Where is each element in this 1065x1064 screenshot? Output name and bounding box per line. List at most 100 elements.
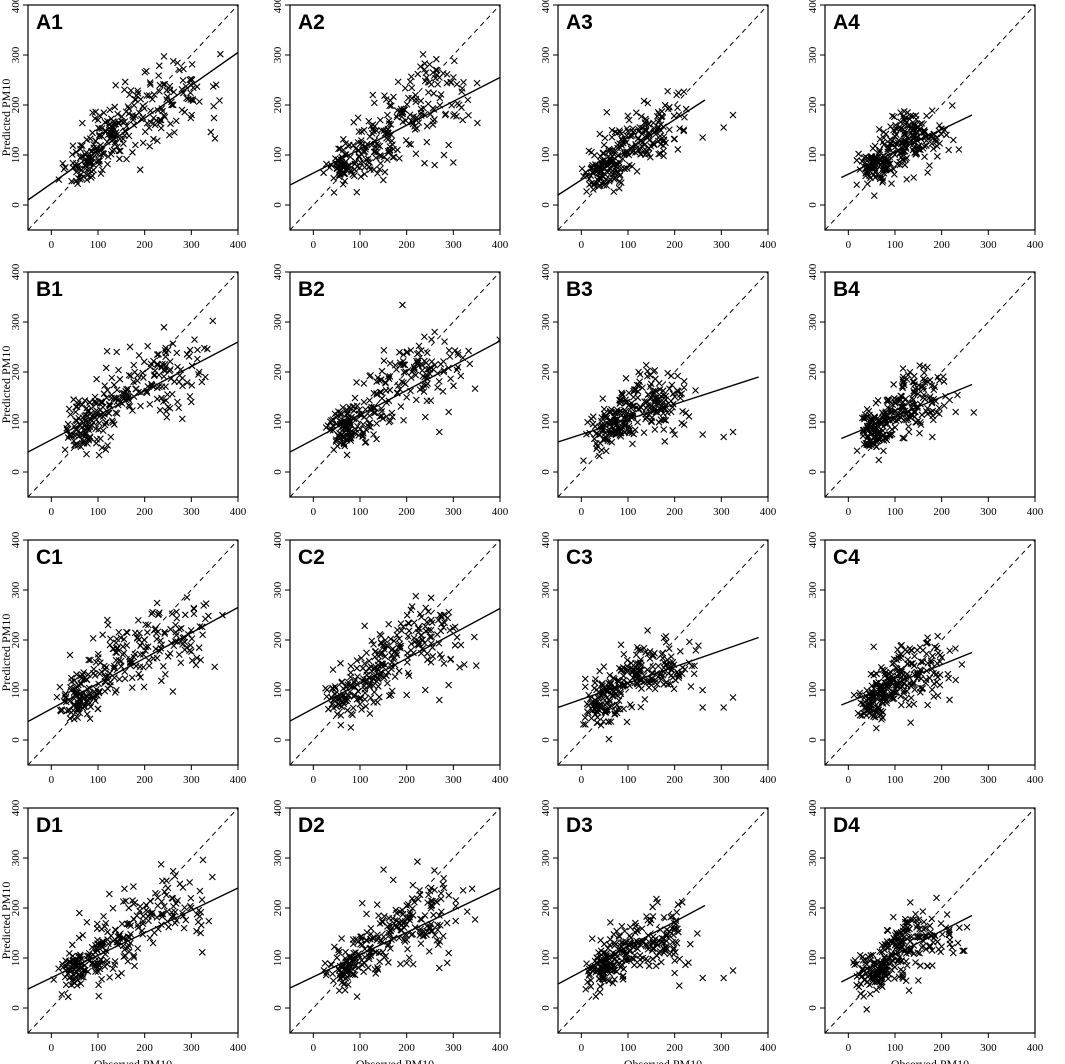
scatter-point [117, 662, 125, 670]
scatter-point [446, 353, 454, 360]
scatter-point [336, 145, 344, 153]
scatter-point [149, 939, 157, 947]
scatter-point [699, 134, 707, 141]
x-tick-label: 300 [713, 774, 730, 786]
scatter-point [103, 616, 111, 624]
scatter-point [148, 381, 156, 389]
scatter-point [927, 657, 935, 665]
scatter-point [150, 91, 158, 98]
scatter-point [144, 342, 152, 350]
scatter-point [614, 406, 621, 414]
scatter-point [344, 706, 351, 714]
scatter-point [909, 146, 917, 154]
scatter-point [178, 106, 186, 114]
scatter-point [648, 678, 655, 686]
plot-frame [824, 4, 1036, 231]
scatter-point [916, 949, 924, 957]
scatter-point [115, 656, 123, 664]
scatter-point [606, 678, 614, 685]
scatter-point [451, 641, 459, 649]
scatter-point [884, 145, 892, 153]
scatter-point [922, 676, 930, 684]
scatter-point [337, 711, 345, 719]
scatter-point [139, 139, 147, 147]
scatter-point [597, 171, 605, 179]
scatter-point [436, 922, 444, 929]
scatter-point [73, 706, 81, 714]
scatter-point [936, 377, 943, 384]
scatter-point [391, 361, 399, 369]
scatter-point [440, 151, 448, 159]
scatter-point [110, 146, 118, 154]
scatter-point [407, 141, 415, 148]
scatter-point [77, 680, 85, 688]
scatter-point [171, 908, 179, 916]
scatter-point [642, 115, 649, 123]
scatter-point [174, 363, 181, 371]
scatter-point [94, 705, 102, 713]
scatter-point [376, 413, 384, 421]
scatter-point [644, 99, 652, 107]
scatter-point [884, 927, 892, 935]
scatter-point [937, 920, 945, 927]
x-axis-title: Observed PM10 [94, 1057, 172, 1064]
scatter-point [918, 411, 926, 419]
scatter-point [410, 364, 418, 372]
scatter-point [437, 889, 445, 897]
scatter-point [872, 708, 880, 716]
y-tick-label: 100 [272, 949, 284, 966]
scatter-point [139, 102, 147, 110]
scatter-point [936, 651, 944, 659]
scatter-point [90, 665, 98, 673]
scatter-point [127, 922, 135, 930]
scatter-point [902, 121, 909, 128]
scatter-point [95, 688, 103, 695]
scatter-point [606, 941, 614, 949]
scatter-point [120, 649, 128, 657]
scatter-point [163, 413, 171, 421]
scatter-point [899, 384, 907, 392]
scatter-point [187, 894, 195, 902]
scatter-point [350, 141, 357, 149]
scatter-point [183, 644, 191, 651]
x-tick-label: 0 [579, 774, 585, 786]
scatter-point [115, 932, 123, 940]
y-tick-label: 300 [807, 581, 819, 598]
scatter-point [393, 917, 401, 925]
scatter-point [399, 301, 406, 309]
scatter-point [869, 951, 877, 959]
scatter-point [888, 180, 895, 187]
scatter-point [109, 965, 117, 973]
scatter-point [928, 915, 936, 923]
scatter-point [617, 690, 625, 698]
scatter-point [904, 371, 912, 379]
scatter-point [670, 944, 678, 952]
scatter-point [110, 421, 118, 428]
scatter-point [68, 151, 76, 158]
y-tick-label: 300 [10, 581, 22, 598]
scatter-point [463, 908, 471, 916]
plot-marks [290, 808, 500, 1033]
scatter-point [903, 935, 911, 943]
scatter-point [385, 620, 393, 628]
scatter-point [640, 147, 647, 155]
scatter-point [672, 938, 680, 946]
y-tick-label: 300 [540, 581, 552, 598]
scatter-point [421, 159, 428, 167]
scatter-point [435, 428, 443, 436]
scatter-point [615, 932, 623, 940]
scatter-point [361, 622, 369, 630]
scatter-point [169, 688, 177, 695]
scatter-point [434, 384, 441, 391]
scatter-point [161, 80, 169, 88]
scatter-point [396, 908, 404, 916]
scatter-point [581, 714, 589, 722]
plot-marks [558, 5, 768, 230]
scatter-point [62, 981, 70, 989]
scatter-point [101, 382, 109, 390]
scatter-point [104, 672, 112, 680]
scatter-point [370, 127, 378, 135]
x-tick-label: 200 [398, 1042, 415, 1054]
scatter-point [121, 946, 128, 953]
